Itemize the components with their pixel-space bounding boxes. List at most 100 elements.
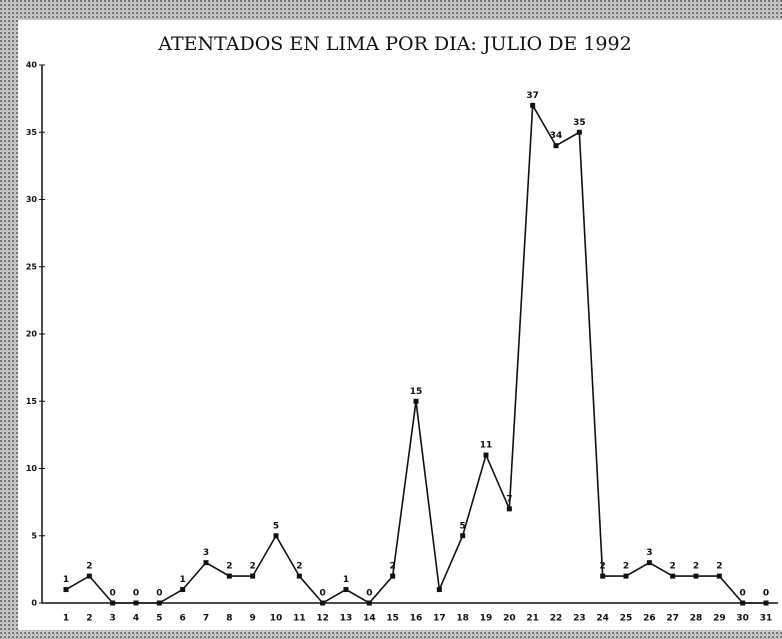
point [343,587,349,593]
point [740,600,746,606]
data-label: 35 [573,118,586,128]
x-tick-label: 26 [643,614,656,624]
data-label: 34 [550,131,563,141]
data-label: 1 [63,575,69,585]
point [110,600,116,606]
data-label: 0 [320,589,326,599]
point [506,506,512,512]
data-label: 2 [390,562,396,572]
data-label: 0 [156,589,162,599]
data-label: 5 [273,521,279,531]
x-tick-label: 1 [63,614,69,624]
point [226,573,232,579]
x-tick-label: 24 [596,614,609,624]
data-label: 7 [506,494,512,504]
point [296,573,302,579]
data-label: 37 [526,91,539,101]
x-tick-label: 28 [690,614,703,624]
x-tick-label: 23 [573,614,586,624]
data-label: 1 [180,575,186,585]
data-label: 2 [716,562,722,572]
data-label: 0 [133,589,139,599]
data-label: 2 [670,562,676,572]
x-tick-label: 6 [180,614,186,624]
panel [18,20,782,630]
point [320,600,326,606]
x-tick-label: 31 [760,614,773,624]
point [693,573,699,579]
point [63,587,69,593]
y-tick-label: 40 [26,61,38,70]
point [436,587,442,593]
x-tick-label: 27 [666,614,679,624]
data-label: 0 [740,589,746,599]
point [530,102,536,108]
point [366,600,372,606]
data-label: 2 [226,562,232,572]
point [460,533,466,539]
data-label: 2 [296,562,302,572]
y-tick-label: 30 [26,195,38,204]
y-tick-label: 35 [26,128,38,137]
x-tick-label: 25 [620,614,633,624]
x-tick-label: 14 [363,614,376,624]
x-tick-label: 10 [270,614,283,624]
x-tick-label: 2 [86,614,92,624]
point [203,560,209,566]
x-tick-label: 21 [526,614,539,624]
point [623,573,629,579]
y-tick-label: 20 [26,330,38,339]
x-tick-label: 17 [433,614,446,624]
point [646,560,652,566]
point [86,573,92,579]
point [600,573,606,579]
x-tick-label: 19 [480,614,493,624]
x-tick-label: 16 [410,614,423,624]
x-tick-label: 22 [550,614,563,624]
x-tick-label: 30 [736,614,749,624]
y-tick-label: 25 [26,262,38,271]
x-tick-label: 18 [456,614,469,624]
data-label: 5 [460,521,466,531]
point [133,600,139,606]
data-label: 15 [410,387,423,397]
data-label: 3 [646,548,652,558]
data-label: 3 [203,548,209,558]
point [180,587,186,593]
point [156,600,162,606]
y-tick-label: 0 [31,599,37,608]
point [273,533,279,539]
y-tick-label: 5 [31,531,37,540]
x-tick-label: 15 [386,614,399,624]
point [670,573,676,579]
point [716,573,722,579]
chart-title: ATENTADOS EN LIMA POR DIA: JULIO DE 1992 [157,33,631,55]
x-tick-label: 11 [293,614,306,624]
data-label: 2 [86,562,92,572]
y-tick-label: 10 [26,464,38,473]
y-tick-label: 15 [26,397,38,406]
point [250,573,256,579]
data-label: 2 [693,562,699,572]
data-label: 2 [623,562,629,572]
data-label: 1 [343,575,349,585]
x-tick-label: 8 [226,614,232,624]
x-tick-label: 5 [156,614,162,624]
data-label: 2 [250,562,256,572]
x-tick-label: 3 [110,614,116,624]
x-tick-label: 29 [713,614,726,624]
x-tick-label: 7 [203,614,209,624]
point [763,600,769,606]
x-tick-label: 9 [250,614,256,624]
point [390,573,396,579]
data-label: 0 [110,589,116,599]
point [483,452,489,458]
data-label: 11 [480,441,493,451]
x-tick-label: 13 [340,614,353,624]
x-tick-label: 4 [133,614,139,624]
point [576,129,582,135]
x-tick-label: 20 [503,614,516,624]
point [553,143,559,149]
point [413,398,419,404]
